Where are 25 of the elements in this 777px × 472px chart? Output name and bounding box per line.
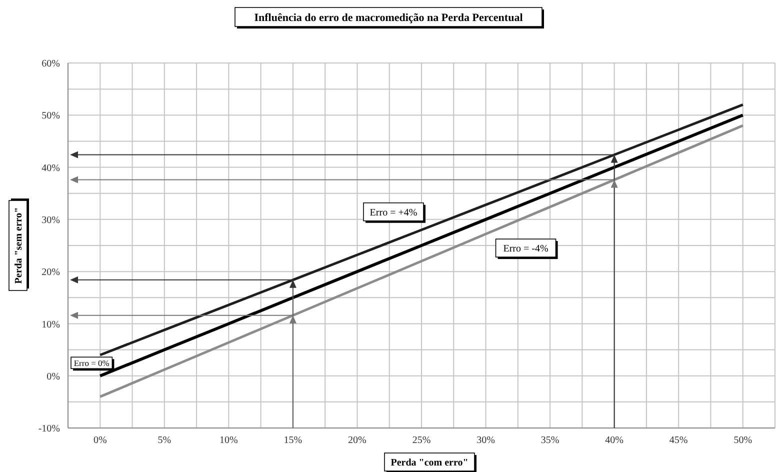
y-tick-label: 50%	[42, 110, 60, 122]
chart-title: Influência do erro de macromedição na Perda Percentual	[254, 12, 523, 24]
x-tick-label: 50%	[734, 435, 752, 446]
x-tick-label: 10%	[220, 435, 238, 446]
y-tick-label: 40%	[42, 162, 60, 174]
x-tick-label: 30%	[476, 435, 495, 446]
x-tick-label: 35%	[540, 435, 560, 446]
y-tick-label: -10%	[38, 424, 60, 435]
y-axis-title: Perda "sem erro"	[14, 207, 24, 284]
y-tick-label: 20%	[42, 267, 60, 278]
x-tick-label: 5%	[158, 435, 172, 446]
series-label: Erro = 0%	[74, 358, 110, 368]
y-tick-label: 0%	[46, 371, 60, 382]
y-tick-label: 10%	[42, 319, 60, 330]
x-axis-title: Perda "com erro"	[390, 458, 468, 468]
x-tick-label: 20%	[348, 435, 366, 446]
x-tick-label: 25%	[412, 435, 431, 446]
x-tick-label: 40%	[605, 435, 624, 446]
x-tick-label: 0%	[93, 435, 107, 446]
x-tick-label: 45%	[669, 435, 688, 446]
y-tick-label: 60%	[42, 58, 60, 70]
y-tick-label: 30%	[42, 214, 60, 226]
series-label: Erro = -4%	[503, 244, 548, 255]
x-tick-label: 15%	[284, 435, 302, 446]
series-label: Erro = +4%	[370, 207, 418, 218]
